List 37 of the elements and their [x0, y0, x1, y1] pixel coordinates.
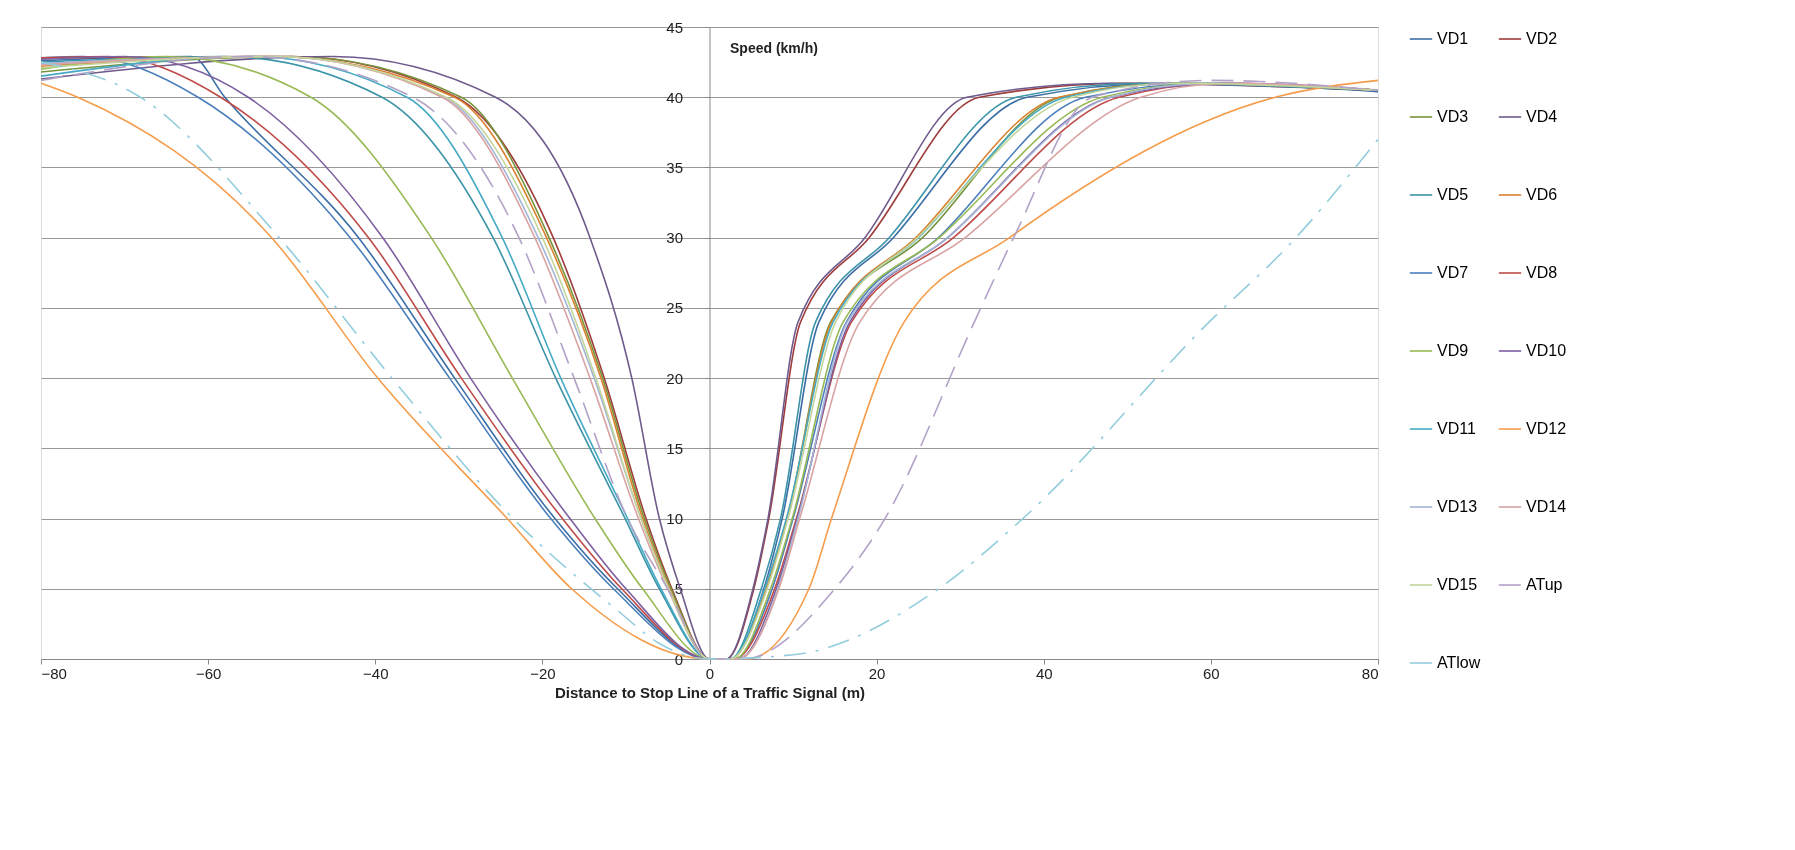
legend-label: VD13 [1437, 498, 1478, 515]
y-tick-label: 20 [666, 369, 683, 387]
legend-label: VD7 [1437, 264, 1469, 281]
y-tick-label: 10 [666, 510, 683, 528]
legend-label: VD5 [1437, 186, 1469, 203]
y-tick-label: 0 [674, 650, 683, 668]
legend-label: VD14 [1526, 498, 1567, 515]
legend-label: VD8 [1526, 264, 1558, 281]
y-tick-label: 40 [666, 88, 683, 106]
x-tick-label: 80 [1361, 664, 1379, 682]
legend-label: VD2 [1526, 30, 1558, 47]
legend-label: VD11 [1437, 420, 1476, 437]
legend-label: VD15 [1437, 576, 1478, 593]
x-tick-label: 60 [1203, 664, 1220, 682]
x-axis-title: Distance to Stop Line of a Traffic Signal (m) [554, 683, 866, 701]
x-tick-label: 20 [868, 664, 886, 682]
legend-label: ATup [1526, 576, 1563, 593]
legend-label: VD4 [1526, 108, 1558, 125]
x-tick-label: 0 [705, 664, 715, 682]
x-tick-label: −40 [363, 664, 389, 682]
x-tick-label: −60 [195, 664, 222, 682]
x-tick-label: −20 [530, 664, 556, 682]
y-tick-label: 45 [666, 18, 683, 36]
y-tick-label: 15 [666, 439, 683, 457]
legend-label: VD10 [1526, 342, 1567, 359]
legend-label: VD6 [1526, 186, 1558, 203]
y-tick-label: 25 [666, 299, 683, 317]
y-tick-label: 30 [666, 229, 683, 247]
y-axis-title: Speed (km/h) [730, 39, 818, 56]
x-tick-label: 40 [1035, 664, 1053, 682]
legend-label: ATlow [1437, 654, 1481, 671]
legend-label: VD9 [1437, 342, 1469, 359]
y-tick-label: 35 [666, 158, 683, 176]
legend-label: VD1 [1437, 30, 1469, 47]
legend-label: VD3 [1437, 108, 1469, 125]
x-tick-label: −80 [41, 664, 67, 682]
legend-label: VD12 [1526, 420, 1567, 437]
